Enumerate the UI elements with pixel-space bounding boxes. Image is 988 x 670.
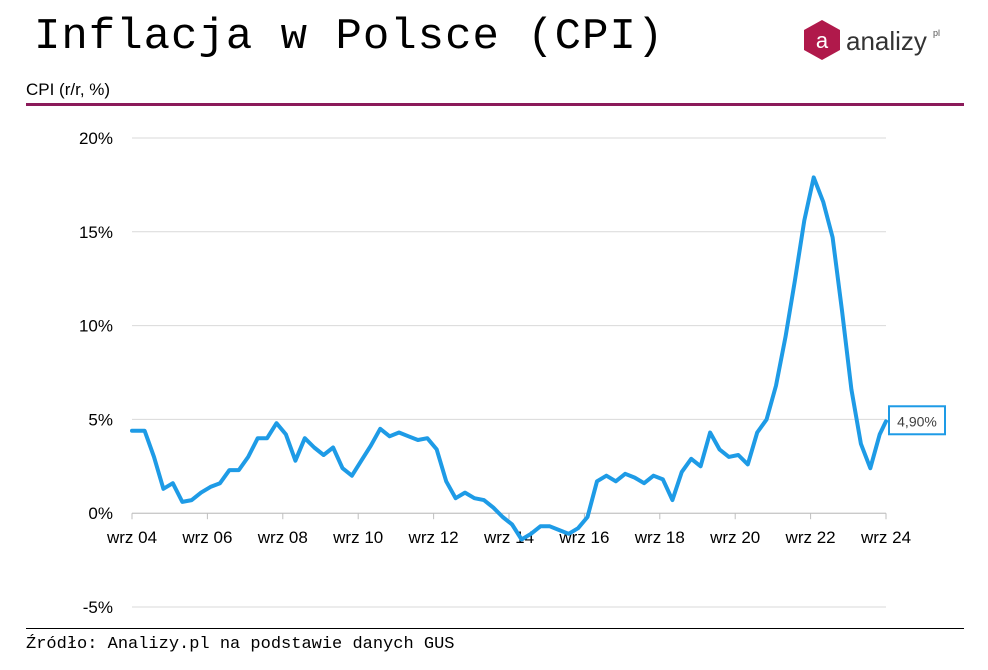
x-tick-label: wrz 14 [483,528,534,547]
last-value-layer: 4,90% [888,405,946,436]
last-value-label: 4,90% [897,413,937,429]
cpi-series-line [130,175,888,542]
source-note: Źródło: Analizy.pl na podstawie danych G… [26,635,455,654]
x-tick-labels: wrz 04 wrz 06 wrz 08 wrz 10 wrz 12 wrz 14 wrz … [106,513,911,547]
y-tick-label: 0% [88,504,113,523]
x-tick-label: wrz 24 [860,528,911,547]
logo-text: analizy [846,26,927,56]
x-tick-label: wrz 06 [181,528,232,547]
cpi-line-chart: -5% 0% 5% 10% 15% 20% wrz 04 wrz 06 wrz 08 wrz 1… [79,129,946,617]
y-tick-label: 10% [79,317,113,336]
y-tick-label: 20% [79,129,113,148]
x-tick-label: wrz 10 [332,528,383,547]
logo-hexagon-icon: a [804,20,840,60]
chart-title: Inflacja w Polsce (CPI) [34,12,665,62]
y-tick-label: 5% [88,410,113,429]
footer-divider [26,628,964,629]
x-tick-label: wrz 20 [709,528,760,547]
last-value-box [888,405,946,436]
svg-text:a: a [816,28,829,53]
header-divider [26,103,964,106]
x-tick-label: wrz 22 [785,528,836,547]
y-axis-caption: CPI (r/r, %) [26,80,111,99]
x-tick-label: wrz 08 [257,528,308,547]
analizy-logo: a analizy pl [800,18,970,64]
x-tick-label: wrz 04 [106,528,157,547]
y-tick-label: -5% [83,598,113,617]
logo-superscript: pl [933,28,941,38]
y-tick-labels: -5% 0% 5% 10% 15% 20% [79,129,113,617]
series-layer [130,175,888,542]
x-tick-label: wrz 12 [408,528,459,547]
x-tick-label: wrz 18 [634,528,685,547]
y-tick-label: 15% [79,223,113,242]
